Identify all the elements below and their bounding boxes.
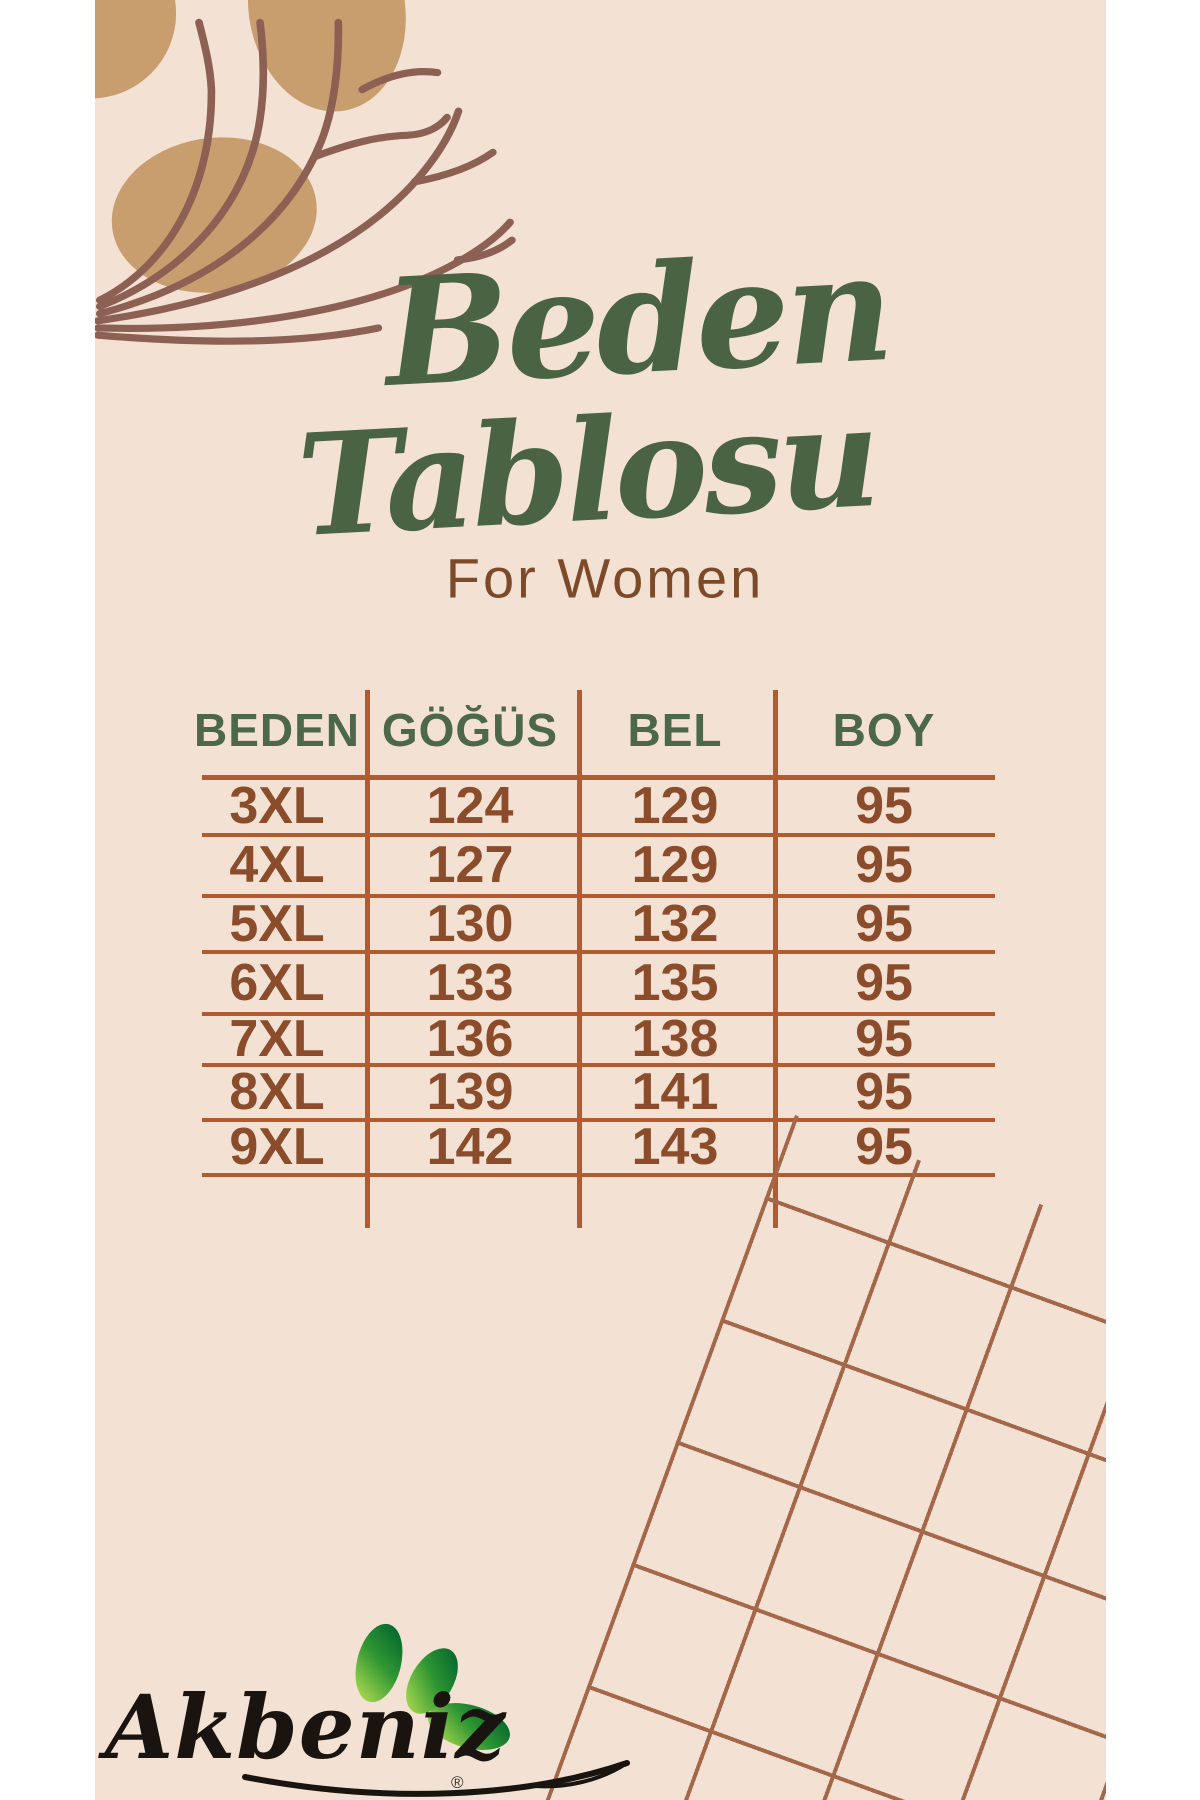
table-row-divider [202,950,995,954]
size-table: BEDEN GÖĞÜS BEL BOY 3XL 124 129 95 4XL 1… [95,0,1106,1800]
logo-swoosh [242,1760,630,1797]
tan-blobs [95,0,406,293]
table-cell: 138 [631,1010,719,1068]
table-cell: 6XL [229,954,325,1012]
table-cell: 8XL [229,1063,325,1121]
brand-logo: Akbeniz ® [95,1595,655,1800]
branches-illustration [95,0,516,345]
table-header-underline [202,775,995,780]
table-cell: 95 [855,777,913,835]
column-header-gogus: GÖĞÜS [381,704,559,756]
table-cell: 124 [426,777,514,835]
brand-name: Akbeniz [105,1675,507,1779]
table-row-divider [202,1012,995,1016]
table-cell: 95 [855,1063,913,1121]
table-cell: 95 [855,895,913,953]
table-row-divider [202,1118,995,1122]
table-cell: 130 [426,895,514,953]
column-header-beden: BEDEN [193,704,361,756]
column-header-bel: BEL [627,704,723,756]
table-cell: 5XL [229,895,325,953]
table-vertical-border [773,690,778,1228]
table-cell: 143 [631,1118,719,1176]
poster-canvas: Beden Tablosu For Women BEDEN GÖĞÜS BEL … [95,0,1106,1800]
table-cell: 129 [631,836,719,894]
table-cell: 95 [855,836,913,894]
table-vertical-border [365,690,370,1228]
table-cell: 141 [631,1063,719,1121]
branch-strokes [95,18,516,345]
table-cell: 132 [631,895,719,953]
title-subtitle: For Women [445,546,765,610]
table-cell: 142 [426,1118,514,1176]
table-cell: 135 [631,954,719,1012]
table-row-divider [202,894,995,898]
table-cell: 9XL [229,1118,325,1176]
table-cell: 139 [426,1063,514,1121]
table-bottom-border [202,1173,995,1177]
table-cell: 127 [426,836,514,894]
table-cell: 129 [631,777,719,835]
column-header-boy: BOY [832,704,936,756]
table-cell: 136 [426,1010,514,1068]
table-cell: 4XL [229,836,325,894]
table-vertical-border [577,690,582,1228]
table-cell: 95 [855,954,913,1012]
table-row-divider [202,833,995,837]
table-row-divider [202,1063,995,1067]
table-cell: 7XL [229,1010,325,1068]
registered-trademark-icon: ® [451,1773,464,1792]
table-cell: 3XL [229,777,325,835]
table-cell: 133 [426,954,514,1012]
table-cell: 95 [855,1010,913,1068]
